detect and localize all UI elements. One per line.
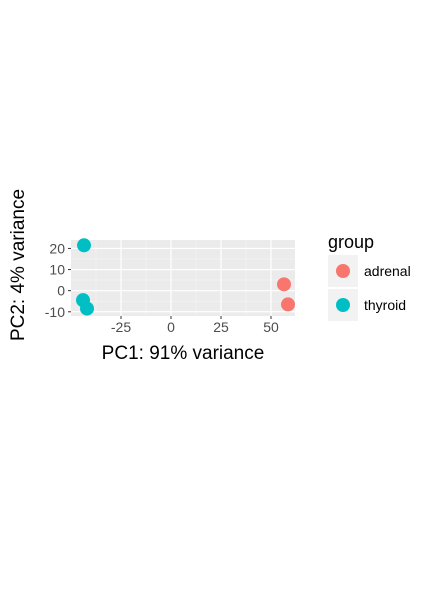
y-tick-label: 0: [57, 283, 65, 299]
legend-label-thyroid: thyroid: [364, 297, 406, 313]
panel-background: [71, 240, 295, 316]
legend-label-adrenal: adrenal: [364, 263, 411, 279]
x-tick-label: 50: [263, 319, 279, 335]
x-axis-label: PC1: 91% variance: [102, 343, 265, 364]
x-tick-label: 25: [213, 319, 229, 335]
legend-key-adrenal: [336, 264, 350, 278]
y-tick-label: 20: [49, 240, 65, 256]
data-point-thyroid: [80, 302, 94, 316]
legend: group adrenal thyroid: [328, 232, 411, 321]
legend-items: adrenal thyroid: [328, 255, 411, 321]
y-axis-ticks: 20 10 0 -10: [45, 240, 71, 319]
legend-key-thyroid: [336, 298, 350, 312]
y-tick-label: -10: [45, 304, 65, 320]
y-axis-label: PC2: 4% variance: [8, 189, 29, 341]
x-tick-label: -25: [111, 319, 131, 335]
x-axis-ticks: -25 0 25 50: [111, 316, 279, 335]
data-point-adrenal: [277, 277, 291, 291]
data-point-thyroid: [77, 238, 91, 252]
x-tick-label: 0: [167, 319, 175, 335]
legend-title: group: [328, 232, 374, 252]
data-point-adrenal: [281, 297, 295, 311]
y-tick-label: 10: [49, 262, 65, 278]
